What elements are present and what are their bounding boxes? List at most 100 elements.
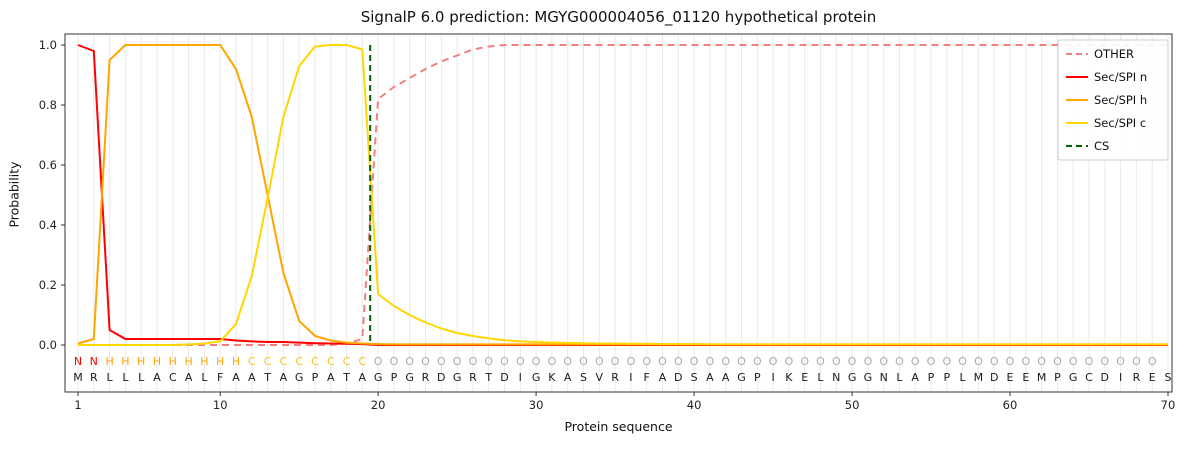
residue-letter: G <box>532 371 541 384</box>
state-letter: O <box>706 355 715 368</box>
residue-letter: D <box>500 371 508 384</box>
state-letter: H <box>232 355 240 368</box>
residue-letter: G <box>405 371 414 384</box>
residue-letter: E <box>1022 371 1029 384</box>
state-letter: O <box>469 355 478 368</box>
state-letter: C <box>358 355 366 368</box>
state-letter: O <box>848 355 857 368</box>
x-tick-label: 30 <box>529 398 544 412</box>
residue-letter: A <box>185 371 193 384</box>
residue-letter: I <box>519 371 522 384</box>
legend-label-cs: CS <box>1094 139 1109 153</box>
residue-letter: R <box>611 371 619 384</box>
state-letter: O <box>516 355 525 368</box>
x-axis-label: Protein sequence <box>564 419 673 434</box>
residue-letter: G <box>374 371 383 384</box>
state-letter: O <box>974 355 983 368</box>
state-letter: C <box>264 355 272 368</box>
residue-letter: R <box>422 371 430 384</box>
residue-letter: T <box>263 371 271 384</box>
state-letter: O <box>753 355 762 368</box>
state-letter: O <box>674 355 683 368</box>
state-letter: O <box>532 355 541 368</box>
residue-letter: A <box>564 371 572 384</box>
residue-letter: I <box>1119 371 1122 384</box>
state-letter: O <box>911 355 920 368</box>
residue-letter: M <box>974 371 984 384</box>
state-letter: N <box>90 355 98 368</box>
state-letter: O <box>563 355 572 368</box>
state-letter: O <box>800 355 809 368</box>
residue-letter: L <box>107 371 114 384</box>
state-letter: C <box>248 355 256 368</box>
state-letter: C <box>311 355 319 368</box>
residue-letter: E <box>801 371 808 384</box>
residue-letter: A <box>706 371 714 384</box>
residue-letter: P <box>391 371 398 384</box>
residue-letter: R <box>469 371 477 384</box>
residue-letter: I <box>629 371 632 384</box>
state-letter: O <box>1069 355 1078 368</box>
plot-frame <box>64 33 1173 393</box>
state-letter: O <box>832 355 841 368</box>
residue-letter: G <box>737 371 746 384</box>
state-letter: O <box>1006 355 1015 368</box>
state-letter: O <box>721 355 730 368</box>
y-tick-label: 0.6 <box>39 158 57 172</box>
y-tick-label: 1.0 <box>39 38 57 52</box>
state-letter: O <box>879 355 888 368</box>
state-letter: H <box>105 355 113 368</box>
state-letter: C <box>295 355 303 368</box>
state-letter: O <box>864 355 873 368</box>
residue-letter: A <box>248 371 256 384</box>
residue-letter: M <box>1037 371 1047 384</box>
state-letter: O <box>785 355 794 368</box>
residue-letter: A <box>359 371 367 384</box>
state-letter: O <box>737 355 746 368</box>
state-letter: O <box>484 355 493 368</box>
residue-letter: A <box>327 371 335 384</box>
residue-letter: L <box>138 371 145 384</box>
state-letter: H <box>200 355 208 368</box>
legend-label-sec-spi-c: Sec/SPI c <box>1094 116 1146 130</box>
residue-letter: L <box>960 371 967 384</box>
residue-letter: G <box>864 371 873 384</box>
x-tick-label: 70 <box>1161 398 1176 412</box>
x-tick-label: 50 <box>845 398 860 412</box>
state-letter: O <box>627 355 636 368</box>
residue-letter: T <box>342 371 350 384</box>
series-sec-spi-h-line <box>77 44 1168 346</box>
state-letter: O <box>769 355 778 368</box>
state-letter: C <box>280 355 288 368</box>
state-letter: O <box>1100 355 1109 368</box>
state-letter: O <box>1132 355 1141 368</box>
residue-letter: I <box>771 371 774 384</box>
residue-letter: R <box>1133 371 1141 384</box>
residue-letter: D <box>1101 371 1109 384</box>
state-letter: O <box>690 355 699 368</box>
residue-letter: N <box>832 371 840 384</box>
y-tick-label: 0.8 <box>39 98 57 112</box>
residue-letter: L <box>122 371 129 384</box>
residue-letter: A <box>153 371 161 384</box>
state-letter: O <box>374 355 383 368</box>
residue-letter: E <box>1149 371 1156 384</box>
residue-letter: D <box>674 371 682 384</box>
residue-letter: F <box>217 371 223 384</box>
residue-letter: G <box>453 371 462 384</box>
state-letter: H <box>153 355 161 368</box>
residue-letter: P <box>943 371 950 384</box>
state-letter: O <box>548 355 557 368</box>
state-letter: O <box>437 355 446 368</box>
state-letter: O <box>658 355 667 368</box>
y-tick-label: 0.2 <box>39 278 57 292</box>
series-other-line <box>78 44 1168 346</box>
residue-letter: D <box>437 371 445 384</box>
legend-label-sec-spi-n: Sec/SPI n <box>1094 70 1147 84</box>
residue-letter: R <box>90 371 98 384</box>
x-tick-label: 10 <box>213 398 228 412</box>
residue-letter: P <box>1054 371 1061 384</box>
residue-letter: M <box>73 371 83 384</box>
state-letter: O <box>642 355 651 368</box>
